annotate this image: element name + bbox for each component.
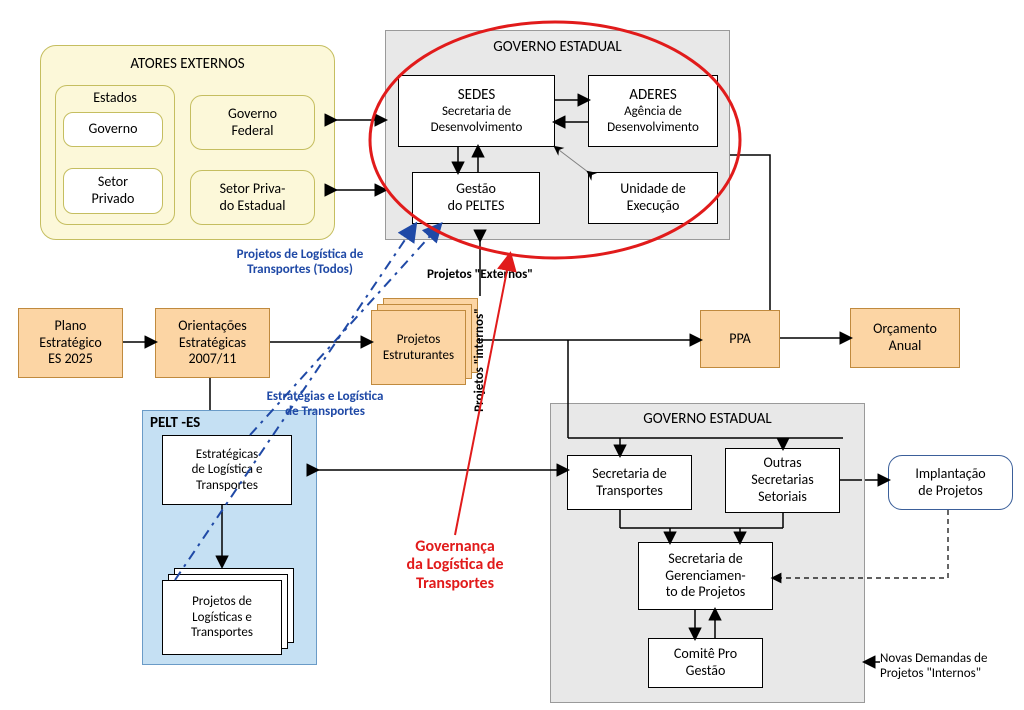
- novas-demandas-label: Novas Demandas de Projetos "Internos": [880, 652, 1024, 682]
- gestao-peltes-box: Gestão do PELTES: [412, 172, 540, 224]
- comite-box: Comitê Pro Gestão: [648, 638, 763, 688]
- governo-federal-label: Governo Federal: [228, 106, 277, 140]
- setor-priv-estadual-label: Setor Priva- do Estadual: [220, 181, 286, 215]
- atores-title: ATORES EXTERNOS: [40, 55, 335, 73]
- unidade-exec-box: Unidade de Execução: [588, 172, 718, 224]
- setor-privado-label: Setor Privado: [92, 174, 135, 208]
- setor-priv-estadual-box: Setor Priva- do Estadual: [190, 170, 315, 225]
- proj-externos-label: Projetos "Externos": [400, 268, 560, 283]
- governo-box: Governo: [63, 112, 163, 147]
- projetos-estr-label: Projetos Estruturantes: [383, 332, 454, 363]
- aderes-sub: Agência de Desenvolvimento: [607, 104, 699, 135]
- aderes-box: ADERES Agência de Desenvolvimento: [588, 75, 718, 147]
- governanca-label: Governança da Logística de Transportes: [375, 538, 535, 593]
- outras-sec-label: Outras Secretarias Setoriais: [751, 455, 813, 505]
- sec-transportes-box: Secretaria de Transportes: [567, 455, 692, 510]
- sedes-title: SEDES: [458, 86, 496, 104]
- gov-estadual-bot-title: GOVERNO ESTADUAL: [550, 410, 865, 428]
- setor-privado-box: Setor Privado: [63, 168, 163, 214]
- orcamento-label: Orçamento Anual: [873, 321, 937, 355]
- orcamento-box: Orçamento Anual: [850, 308, 960, 368]
- sedes-sub: Secretaria de Desenvolvimento: [431, 104, 523, 135]
- orientacoes-label: Orientações Estratégicas 2007/11: [178, 318, 246, 368]
- implantacao-box: Implantação de Projetos: [888, 455, 1013, 510]
- sec-gerenc-label: Secretaria de Gerenciamen- to de Projeto…: [665, 551, 745, 601]
- projetos-estr-box: Projetos Estruturantes: [371, 310, 466, 385]
- estados-label: Estados: [93, 90, 137, 107]
- ppa-label: PPA: [729, 331, 751, 348]
- unidade-label: Unidade de Execução: [620, 181, 685, 215]
- estrat-log-label: Estratégias e Logística de Transportes: [230, 390, 420, 420]
- pelt-projetos-box: Projetos de Logísticas e Transportes: [162, 580, 282, 655]
- orientacoes-box: Orientações Estratégicas 2007/11: [155, 308, 270, 378]
- comite-label: Comitê Pro Gestão: [674, 646, 737, 680]
- implantacao-label: Implantação de Projetos: [915, 466, 985, 500]
- plano-label: Plano Estratégico ES 2025: [39, 318, 102, 368]
- pelt-projetos-label: Projetos de Logísticas e Transportes: [191, 594, 253, 641]
- pelt-estrategicas-label: Estratégicas de Logística e Transportes: [192, 447, 263, 494]
- governo-federal-box: Governo Federal: [190, 95, 315, 150]
- plano-box: Plano Estratégico ES 2025: [18, 308, 123, 378]
- ppa-box: PPA: [700, 310, 780, 368]
- aderes-title: ADERES: [629, 86, 676, 104]
- sec-transportes-label: Secretaria de Transportes: [592, 466, 666, 500]
- sedes-box: SEDES Secretaria de Desenvolvimento: [398, 75, 555, 147]
- governo-label: Governo: [89, 121, 138, 138]
- outras-sec-box: Outras Secretarias Setoriais: [725, 448, 840, 513]
- sec-gerenc-box: Secretaria de Gerenciamen- to de Projeto…: [638, 542, 773, 610]
- gov-estadual-top-title: GOVERNO ESTADUAL: [385, 38, 730, 56]
- pelt-estrategicas-box: Estratégicas de Logística e Transportes: [162, 435, 292, 505]
- proj-log-todos-label: Projetos de Logística de Transportes (To…: [205, 248, 395, 278]
- gestao-label: Gestão do PELTES: [448, 181, 505, 215]
- proj-internos-label: Projetos "internos": [473, 290, 488, 430]
